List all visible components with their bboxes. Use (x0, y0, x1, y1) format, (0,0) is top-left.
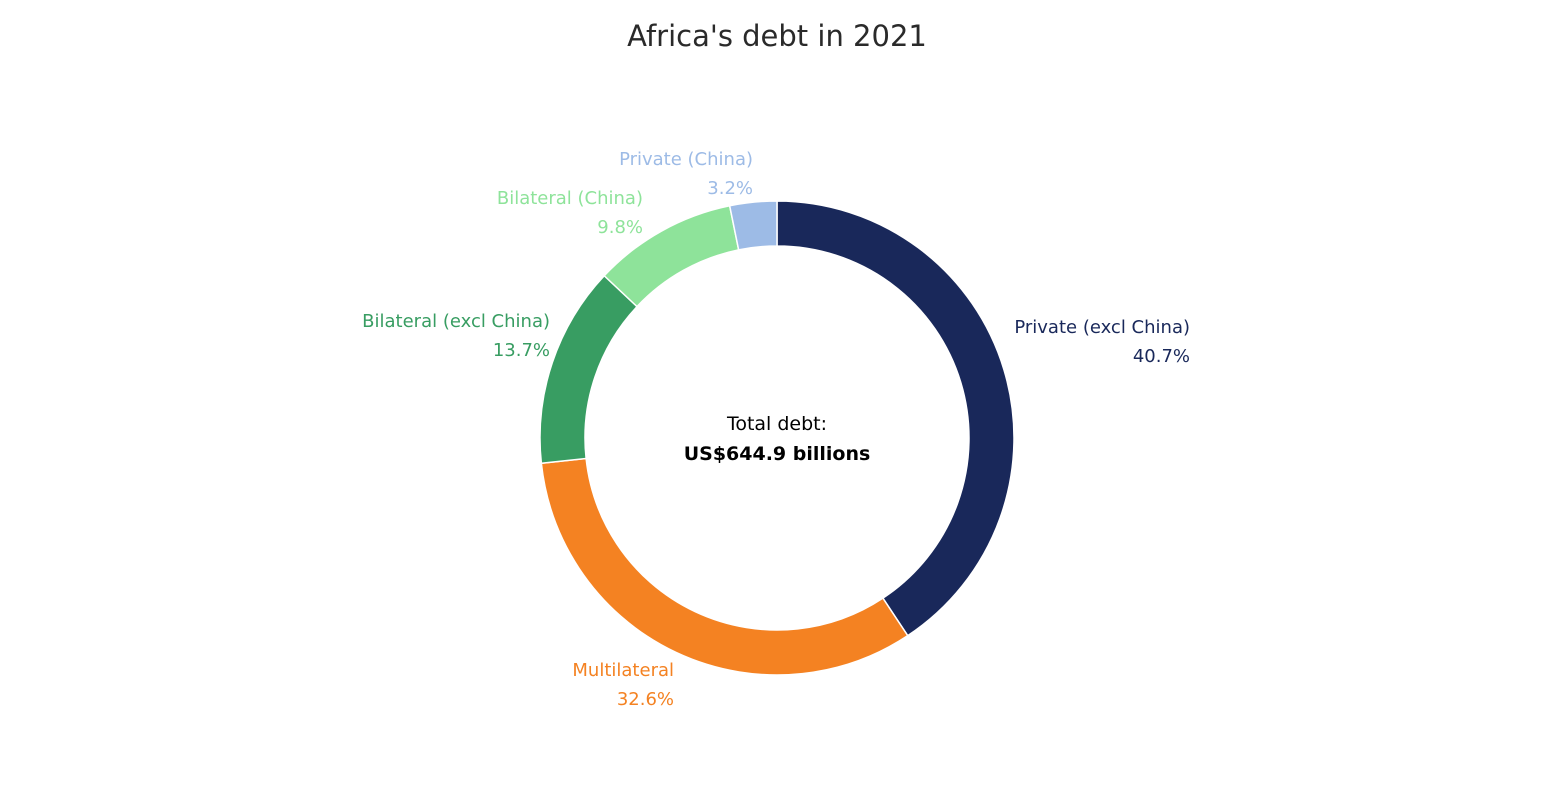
slice-private-china (728, 200, 778, 251)
slice-label-multilateral: Multilateral (572, 660, 674, 681)
slice-value-bilateral-china: 9.8% (597, 217, 643, 238)
slice-label-bilateral-excl-china: Bilateral (excl China) (362, 311, 550, 332)
slice-value-multilateral: 32.6% (617, 689, 674, 710)
slice-label-private-excl-china: Private (excl China) (1014, 317, 1190, 338)
slice-value-private-china: 3.2% (707, 178, 753, 199)
slice-label-private-china: Private (China) (619, 149, 753, 170)
slice-value-bilateral-excl-china: 13.7% (493, 340, 550, 361)
donut-slices (539, 200, 1015, 676)
center-annotation-line2: US$644.9 billions (684, 443, 871, 465)
slice-private-excl-china (776, 200, 1015, 637)
center-annotation-line1: Total debt: (726, 413, 827, 435)
slice-value-private-excl-china: 40.7% (1133, 346, 1190, 367)
chart-title: Africa's debt in 2021 (627, 19, 927, 53)
slice-label-bilateral-china: Bilateral (China) (497, 188, 643, 209)
slice-labels: Private (excl China) 40.7% Multilateral 32.… (362, 149, 1190, 710)
